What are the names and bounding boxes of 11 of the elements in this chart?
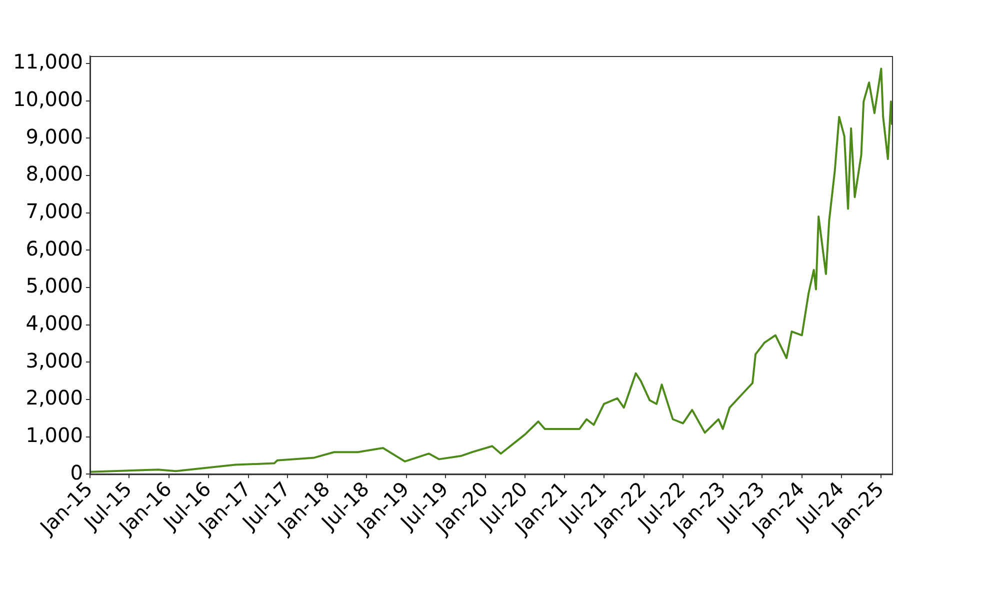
y-tick-label: 5,000: [26, 274, 83, 298]
y-tick-label: 1,000: [26, 423, 83, 447]
y-tick-label: 8,000: [26, 162, 83, 186]
y-tick-label: 2,000: [26, 386, 83, 410]
y-tick-label: 7,000: [26, 199, 83, 223]
y-tick-label: 4,000: [26, 311, 83, 335]
y-tick-label: 3,000: [26, 348, 83, 372]
y-tick-label: 11,000: [12, 50, 83, 74]
y-tick-label: 9,000: [26, 124, 83, 148]
y-tick-label: 10,000: [12, 87, 83, 112]
y-tick-label: 6,000: [26, 236, 83, 260]
